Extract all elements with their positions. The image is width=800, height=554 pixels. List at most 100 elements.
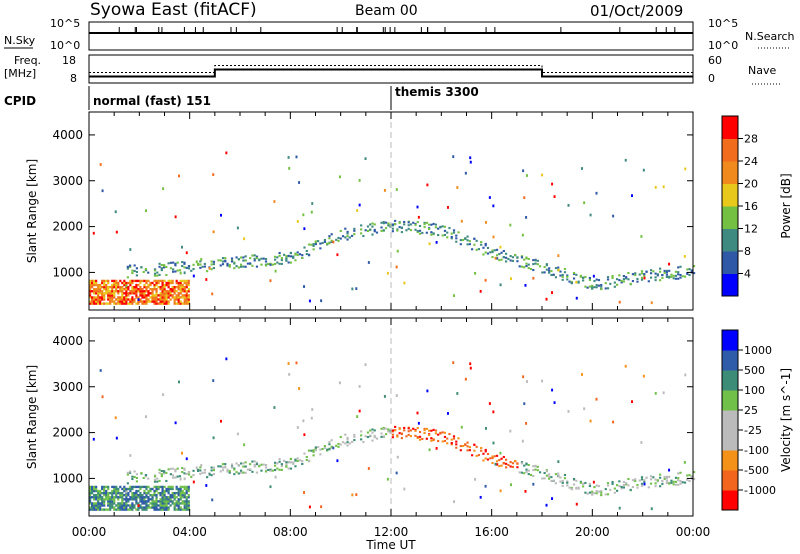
- data-cell: [474, 477, 477, 481]
- data-cell: [328, 448, 331, 451]
- data-cell: [212, 260, 216, 263]
- data-cell: [566, 480, 569, 483]
- data-cell: [183, 485, 186, 489]
- data-cell: [302, 213, 305, 217]
- data-cell: [523, 472, 526, 475]
- data-cell: [529, 267, 533, 271]
- data-cell: [155, 487, 158, 491]
- data-cell: [672, 274, 675, 277]
- data-cell: [425, 231, 428, 234]
- data-cell: [502, 462, 505, 465]
- data-cell: [131, 298, 134, 301]
- data-cell: [606, 287, 610, 290]
- data-cell: [479, 495, 482, 499]
- data-cell: [446, 437, 449, 440]
- data-cell: [169, 281, 172, 285]
- data-cell: [187, 487, 190, 491]
- data-cell: [147, 498, 150, 501]
- ytick-label: 4000: [52, 128, 83, 142]
- data-cell: [159, 504, 162, 507]
- data-cell: [430, 223, 433, 226]
- data-cell: [205, 278, 208, 281]
- data-cell: [173, 504, 176, 507]
- data-cell: [305, 249, 308, 252]
- data-cell: [595, 492, 598, 495]
- data-cell: [157, 508, 160, 511]
- data-cell: [159, 285, 162, 289]
- data-cell: [591, 284, 594, 287]
- data-cell: [155, 502, 158, 505]
- data-cell: [127, 294, 130, 297]
- data-cell: [443, 225, 447, 228]
- data-cell: [147, 292, 150, 295]
- data-cell: [302, 419, 305, 423]
- data-cell: [173, 494, 176, 497]
- data-cell: [133, 288, 136, 291]
- data-cell: [285, 259, 288, 262]
- data-cell: [101, 279, 104, 283]
- data-cell: [366, 230, 370, 233]
- colorbar-tick-label: 4: [744, 268, 751, 281]
- data-cell: [405, 229, 408, 232]
- plot-title: Syowa East (fitACF): [90, 0, 257, 20]
- data-cell: [330, 239, 333, 242]
- data-cell: [135, 285, 138, 289]
- data-cell: [113, 491, 116, 495]
- data-cell: [111, 292, 114, 295]
- data-cell: [520, 471, 524, 474]
- data-cell: [93, 508, 96, 511]
- data-cell: [183, 288, 186, 291]
- data-cell: [173, 496, 176, 499]
- data-cell: [520, 255, 524, 258]
- data-cell: [221, 260, 225, 263]
- data-cell: [139, 298, 142, 301]
- data-cell: [165, 292, 168, 295]
- data-cell: [409, 435, 413, 438]
- data-cell: [113, 290, 116, 293]
- data-cell: [107, 292, 110, 295]
- data-cell: [115, 508, 118, 511]
- data-cell: [575, 486, 578, 490]
- data-cell: [432, 222, 435, 225]
- data-cell: [360, 438, 363, 441]
- data-cell: [160, 269, 163, 272]
- data-cell: [153, 269, 157, 272]
- data-cell: [336, 253, 339, 257]
- data-cell: [131, 506, 134, 509]
- data-cell: [167, 496, 170, 499]
- data-cell: [99, 498, 102, 501]
- data-cell: [604, 282, 607, 285]
- data-cell: [292, 255, 295, 258]
- data-cell: [121, 290, 124, 293]
- data-cell: [109, 498, 112, 502]
- data-cell: [179, 300, 182, 303]
- data-cell: [177, 506, 180, 509]
- data-cell: [113, 300, 116, 303]
- data-cell: [141, 485, 144, 489]
- data-cell: [129, 471, 132, 474]
- data-cell: [101, 487, 104, 491]
- data-cell: [652, 476, 655, 479]
- data-cell: [113, 285, 116, 289]
- data-cell: [111, 506, 114, 509]
- data-cell: [187, 296, 190, 299]
- data-cell: [360, 430, 363, 433]
- data-cell: [217, 259, 220, 262]
- data-cell: [99, 494, 102, 497]
- data-cell: [117, 504, 120, 507]
- data-cell: [244, 265, 247, 268]
- data-cell: [143, 279, 146, 283]
- data-cell: [161, 279, 164, 283]
- data-cell: [550, 273, 553, 277]
- data-cell: [509, 255, 512, 258]
- data-cell: [600, 285, 603, 288]
- data-cell: [273, 255, 277, 258]
- data-cell: [400, 231, 404, 234]
- data-cell: [143, 285, 146, 289]
- data-cell: [511, 465, 514, 468]
- data-cell: [103, 298, 106, 301]
- data-cell: [97, 300, 100, 303]
- data-cell: [446, 206, 449, 209]
- data-cell: [358, 179, 361, 182]
- data-cell: [335, 444, 338, 447]
